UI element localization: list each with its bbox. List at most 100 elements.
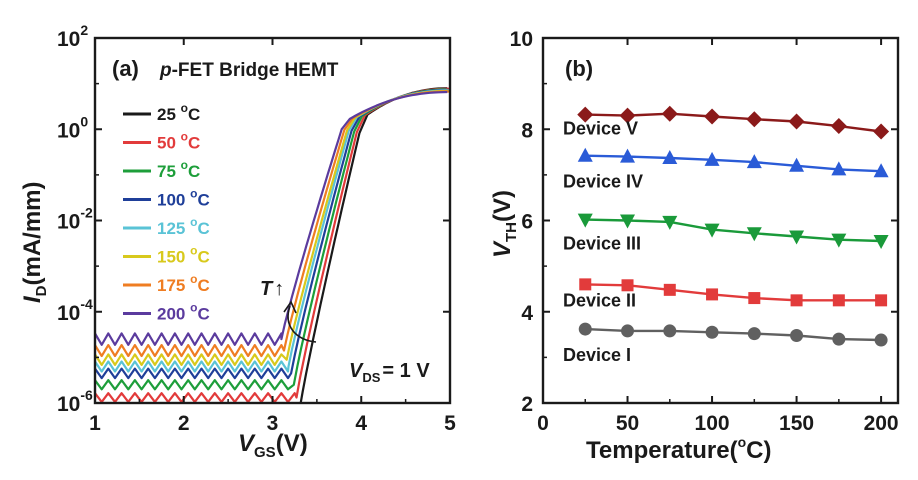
data-point-device-v [830,118,847,135]
data-point-device-v [788,113,805,130]
data-point-device-i [663,324,677,338]
data-point-device-ii [875,294,888,307]
legend-label-100C: 100 oC [157,187,210,210]
data-point-device-i [578,322,592,336]
x-tick-label: 150 [779,412,814,435]
legend-label-25C: 25 oC [157,101,200,124]
data-point-device-iii [831,233,847,248]
panel-a-frame [93,36,452,405]
panel-b: 0 50 100 150 200 2 4 6 8 10 Device V Device IV Dev… [489,28,900,464]
data-point-device-iv [577,147,593,162]
data-point-device-i [790,328,804,342]
panel-a-y-axis-label: ID(mA/mm) [19,181,50,303]
x-tick-label: 2 [178,412,190,435]
legend-label-125C: 125 oC [157,215,210,238]
data-point-device-iv [873,163,889,178]
data-point-device-v [661,105,678,122]
x-tick-label: 1 [89,412,101,435]
x-tick-label: 100 [695,412,730,435]
panel-a-y-ticks: 10-6 10-4 10-2 100 102 [57,22,450,416]
data-point-device-i [874,333,888,347]
data-point-device-iii [620,214,636,229]
data-point-device-v [704,108,721,125]
series-line-device-ii [585,283,882,302]
legend-label-200C: 200 oC [157,301,210,324]
data-point-device-i [621,324,635,338]
y-tick-label: 100 [57,113,88,142]
y-tick-label: 10-4 [57,296,93,325]
transfer-curve-175C [95,90,450,358]
data-point-device-ii [663,283,676,296]
panel-a: 1 2 3 4 5 10-6 10-4 10-2 100 102 25 oC 50 oC 75 oC… [19,22,456,461]
panel-b-x-ticks: 0 50 100 150 200 [537,38,899,435]
panel-a-label: (a) [112,56,139,81]
data-point-device-v [873,123,890,140]
panel-a-curves [95,87,450,403]
legend-label-50C: 50 oC [157,130,200,153]
data-point-device-iii [704,223,720,238]
data-point-device-ii [790,294,803,307]
y-tick-label: 8 [521,119,533,142]
series-line-device-iii [585,218,882,243]
y-tick-label: 4 [521,302,533,325]
legend-label-175C: 175 oC [157,272,210,295]
y-tick-label: 10-6 [57,387,93,416]
legend-label-75C: 75 oC [157,158,200,181]
y-tick-label: 6 [521,211,533,234]
data-point-device-iv [662,149,678,164]
vds-annotation: VDS = 1 V [349,360,430,385]
trend-arrow-head [283,300,297,314]
panel-b-label: (b) [565,56,593,81]
transfer-curve-200C [95,90,448,346]
series-label-device-iv: Device IV [563,172,643,192]
series-label-device-v: Device V [563,119,638,139]
panel-b-y-ticks: 2 4 6 8 10 [510,28,898,416]
series-line-device-iv [585,154,882,173]
panel-b-y-axis-label: VTH(V) [489,190,520,258]
data-point-device-i [832,332,846,346]
data-point-device-iii [746,227,762,242]
data-point-device-ii [706,288,719,301]
x-tick-label: 5 [444,412,456,435]
series-line-device-i [585,327,882,342]
y-tick-label: 10 [510,28,533,51]
panel-a-legend: 25 oC 50 oC 75 oC 100 oC 125 oC 150 oC 175 oC 2… [123,101,210,324]
x-tick-label: 200 [864,412,899,435]
data-point-device-iv [620,148,636,163]
data-point-device-iii [577,213,593,228]
data-point-device-v [619,107,636,124]
data-point-device-ii [832,294,845,307]
data-point-device-iv [746,154,762,169]
data-point-device-ii [621,279,634,292]
data-point-device-ii [748,292,761,305]
series-label-device-ii: Device II [563,290,636,310]
y-tick-label: 102 [57,22,88,51]
x-tick-label: 50 [616,412,639,435]
x-tick-label: 3 [267,412,279,435]
y-tick-label: 10-2 [57,205,93,234]
data-point-device-iv [704,151,720,166]
data-point-device-ii [579,278,592,291]
temperature-trend-label: T ↑ [260,278,284,300]
transfer-curve-125C [95,89,450,373]
panel-a-x-ticks: 1 2 3 4 5 [89,38,456,435]
data-point-device-iv [789,157,805,172]
x-tick-label: 0 [537,412,549,435]
panel-a-x-axis-label: VGS(V) [238,430,308,461]
data-point-device-iv [831,161,847,176]
panel-a-title: p-FET Bridge HEMT [159,60,339,81]
panel-b-series [577,105,890,347]
legend-label-150C: 150 oC [157,244,210,267]
data-point-device-i [747,327,761,341]
data-point-device-iii [789,230,805,245]
data-point-device-v [746,111,763,128]
x-tick-label: 4 [355,412,367,435]
panel-b-device-labels: Device V Device IV Device III Device II Devi… [563,119,643,365]
data-point-device-v [577,106,594,123]
y-tick-label: 2 [521,393,533,416]
series-label-device-i: Device I [563,345,631,365]
panel-b-x-axis-label: Temperature(oC) [586,434,771,464]
data-point-device-iii [662,215,678,230]
data-point-device-iii [873,235,889,250]
